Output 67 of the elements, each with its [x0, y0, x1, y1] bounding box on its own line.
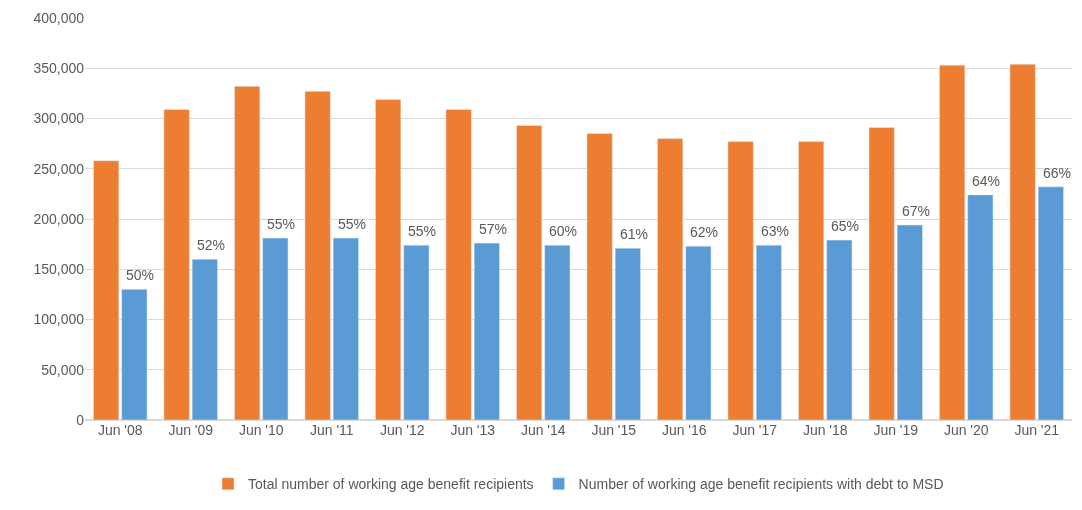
x-tick-label: Jun '20: [943, 422, 989, 438]
annotation: 55%: [408, 223, 437, 239]
bar: [191, 258, 218, 420]
x-tick-label: Jun '19: [873, 422, 919, 438]
annotation: 55%: [338, 216, 367, 232]
y-tick-label: 150,000: [33, 261, 85, 278]
annotation: 63%: [761, 223, 790, 239]
bar: [304, 91, 331, 420]
bar: [657, 138, 684, 420]
y-tick-label: 50,000: [41, 361, 85, 378]
bar: [868, 127, 895, 420]
bar: [798, 141, 825, 420]
legend-label: Total number of working age benefit recipients: [248, 476, 534, 493]
annotation: 64%: [972, 173, 1001, 189]
bar: [967, 194, 994, 420]
bar: [727, 141, 754, 420]
annotation: 55%: [267, 216, 296, 232]
annotation: 50%: [126, 267, 155, 283]
x-tick-label: Jun '09: [168, 422, 214, 438]
y-tick-label: 200,000: [33, 210, 85, 227]
bar: [586, 133, 613, 420]
bar: [234, 86, 261, 420]
x-tick-label: Jun '15: [591, 422, 637, 438]
annotation: 60%: [549, 223, 578, 239]
x-tick-label: Jun '10: [238, 422, 284, 438]
bar: [375, 99, 402, 420]
annotation: 66%: [1043, 165, 1072, 181]
y-tick-label: 0: [76, 411, 85, 428]
legend-label: Number of working age benefit recipients with debt to MSD: [578, 476, 944, 493]
x-tick-label: Jun '14: [520, 422, 566, 438]
bar: [403, 244, 430, 420]
x-tick-label: Jun '11: [309, 422, 354, 438]
bar: [939, 64, 966, 420]
bar: [614, 247, 641, 420]
annotation: 61%: [620, 226, 649, 242]
annotation: 67%: [902, 203, 931, 219]
y-tick-label: 400,000: [33, 9, 85, 26]
bar: [332, 237, 359, 420]
y-tick-label: 250,000: [33, 160, 85, 177]
bar: [1037, 186, 1064, 420]
annotation: 57%: [479, 221, 508, 237]
y-tick-label: 350,000: [33, 60, 85, 77]
y-tick-label: 300,000: [33, 110, 85, 127]
bar: [262, 237, 289, 420]
bar: [473, 242, 500, 420]
x-tick-label: Jun '16: [661, 422, 707, 438]
bar: [516, 125, 543, 420]
x-tick-label: Jun '17: [732, 422, 778, 438]
x-tick-label: Jun '12: [379, 422, 425, 438]
bar: [896, 224, 923, 420]
x-tick-label: Jun '13: [450, 422, 496, 438]
x-tick-label: Jun '08: [97, 422, 143, 438]
bar: [1009, 63, 1036, 420]
bar: [544, 244, 571, 420]
bar: [755, 244, 782, 420]
bar: [826, 239, 853, 420]
bar: [121, 289, 148, 420]
x-tick-label: Jun '21: [1014, 422, 1060, 438]
bar: [163, 109, 190, 420]
bar: [93, 160, 120, 420]
x-tick-label: Jun '18: [802, 422, 848, 438]
annotation: 65%: [831, 218, 860, 234]
y-tick-label: 100,000: [33, 311, 85, 328]
annotation: 52%: [197, 237, 226, 253]
bar: [685, 245, 712, 420]
bar: [445, 109, 472, 420]
annotation: 62%: [690, 224, 719, 240]
